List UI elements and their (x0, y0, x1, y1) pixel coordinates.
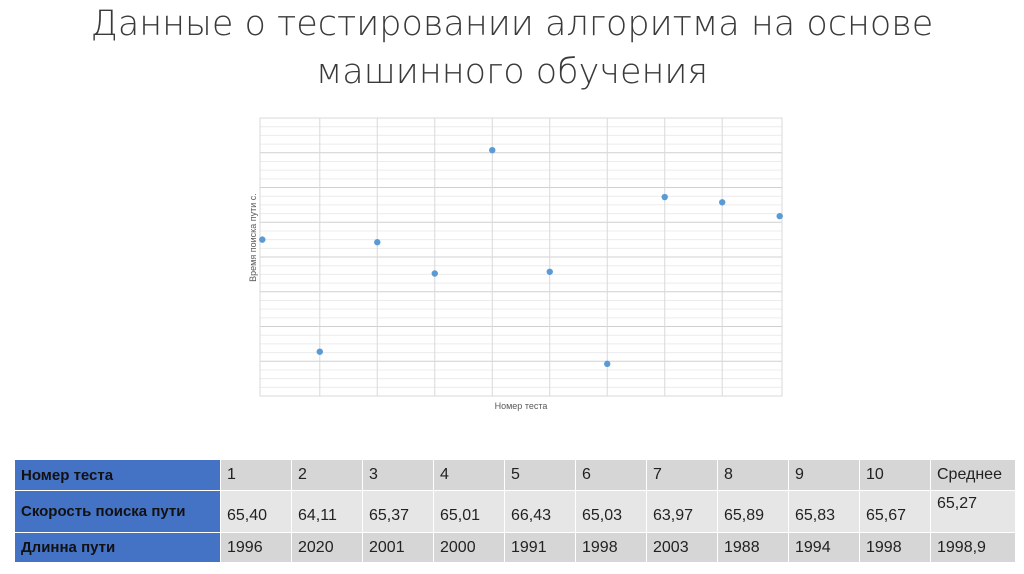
table-cell: 65,03 (575, 490, 647, 533)
data-point (719, 199, 726, 206)
table-cell: 65,27 (930, 490, 1016, 533)
table-cell: 65,01 (433, 490, 505, 533)
column-header: 10 (859, 459, 931, 491)
table-cell: 65,40 (220, 490, 292, 533)
data-point (604, 360, 611, 368)
column-header: 9 (788, 459, 860, 491)
table-cell: 2001 (362, 532, 434, 563)
table-cell: 65,37 (362, 490, 434, 533)
table-cell: 66,43 (504, 490, 576, 533)
vertical-gridlines (319, 118, 723, 396)
table-cell: 65,83 (788, 490, 860, 533)
table-cell: 65,89 (717, 490, 789, 533)
table-cell: 2003 (646, 532, 718, 563)
x-axis-label: Номер теста (495, 401, 548, 411)
plot-area-border (259, 117, 783, 397)
table-cell: 1996 (220, 532, 292, 563)
y-axis-label: Время поиска пути с. (248, 193, 258, 282)
column-header: 2 (291, 459, 363, 491)
column-header: 1 (220, 459, 292, 491)
row-header: Номер теста (14, 459, 221, 491)
column-header: 7 (646, 459, 718, 491)
column-header: 8 (717, 459, 789, 491)
table-cell: 1998 (859, 532, 931, 563)
minor-gridlines (260, 126, 782, 388)
column-header-average: Среднее (930, 459, 1016, 491)
slide-title: Данные о тестировании алгоритма на основ… (90, 4, 934, 92)
data-point (316, 348, 323, 355)
data-point (374, 239, 381, 246)
table-cell: 1998 (575, 532, 647, 563)
table-cell: 1991 (504, 532, 576, 563)
table-row-test-number: Номер теста 1 2 3 4 5 6 7 8 9 10 Среднее (14, 459, 1016, 491)
column-header: 3 (362, 459, 434, 491)
table-cell: 1998,9 (930, 532, 1016, 563)
column-header: 5 (504, 459, 576, 491)
table-cell: 2000 (433, 532, 505, 563)
data-point (661, 193, 668, 201)
table-cell: 65,67 (859, 490, 931, 533)
data-points (259, 146, 783, 368)
column-header: 4 (433, 459, 505, 491)
row-header: Скорость поиска пути (14, 490, 221, 533)
row-header: Длинна пути (14, 532, 221, 563)
scatter-chart: Время поиска пути с. Номер теста (248, 117, 783, 411)
table-cell: 64,11 (291, 490, 363, 533)
results-table: Номер теста 1 2 3 4 5 6 7 8 9 10 Среднее Скорость п… (14, 459, 1016, 563)
table-cell: 1994 (788, 532, 860, 563)
data-point (431, 270, 438, 277)
data-point (259, 236, 266, 243)
data-point (546, 268, 553, 275)
table-row-speed: Скорость поиска пути 65,40 64,11 65,37 65,01… (14, 490, 1016, 533)
table-cell: 63,97 (646, 490, 718, 533)
table-row-length: Длинна пути 1996 2020 2001 2000 1991 1998 2003 1… (14, 532, 1016, 563)
data-point (489, 146, 496, 154)
table-cell: 1988 (717, 532, 789, 563)
data-point (776, 212, 783, 220)
table-cell: 2020 (291, 532, 363, 563)
column-header: 6 (575, 459, 647, 491)
